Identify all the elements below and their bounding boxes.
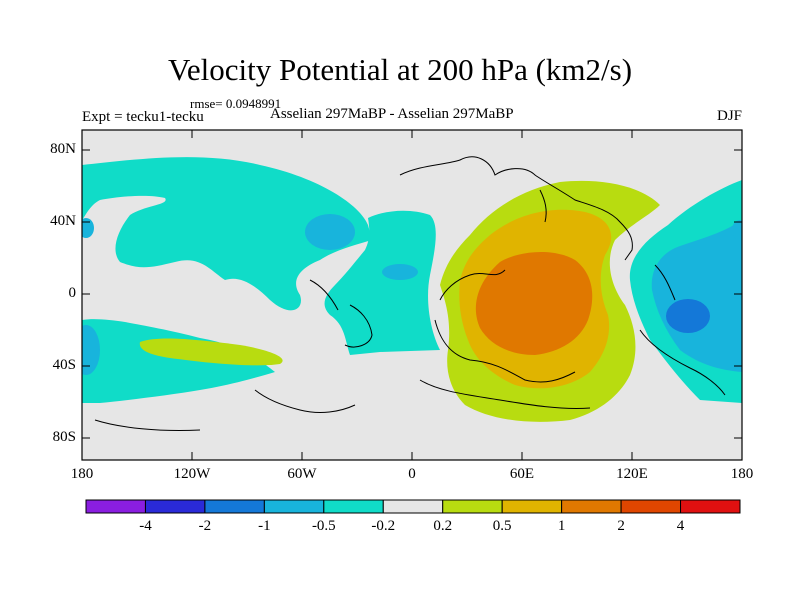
colorbar-swatch-0 [85, 499, 146, 514]
teal-region-atlantic [324, 210, 440, 355]
lon-label-60w: 60W [287, 466, 317, 482]
colorbar-label: -4 [139, 518, 152, 534]
lat-label-80s: 80S [52, 429, 76, 445]
colorbar-swatch-9 [620, 499, 682, 514]
colorbar-swatch-4 [323, 499, 384, 514]
colorbar-label: 0.2 [433, 518, 453, 534]
colorbar-swatch-6 [442, 499, 503, 514]
colorbar-swatch-8 [561, 499, 622, 514]
colorbar-label: 2 [617, 518, 625, 534]
lon-label-180e: 180 [730, 466, 754, 482]
lon-label-120e: 120E [616, 466, 648, 482]
teal-region-west [82, 157, 372, 311]
colorbar-swatch-3 [263, 499, 325, 514]
season-label: DJF [716, 108, 742, 124]
green-region-south [139, 338, 283, 366]
colorbar-swatch-1 [144, 499, 206, 514]
lat-label-40s: 40S [52, 357, 76, 373]
colorbar-swatch-7 [501, 499, 563, 514]
colorbar-label: -0.5 [311, 518, 336, 534]
blue-patch-west-edge [82, 325, 100, 375]
rmse-label: rmse= 0.0948991 [190, 96, 282, 111]
page-title: Velocity Potential at 200 hPa (km2/s) [167, 52, 633, 87]
axis-ticks [81, 130, 743, 460]
blue-patch-nw-edge [82, 218, 94, 238]
lat-label-80n: 80N [50, 141, 76, 157]
dark-orange-core [475, 251, 593, 355]
lat-label-40n: 40N [50, 213, 76, 229]
colorbar-swatch-2 [204, 499, 265, 514]
lon-label-0: 0 [408, 466, 416, 482]
lon-label-60e: 60E [509, 466, 535, 482]
colorbar-label: -1 [258, 518, 271, 534]
lon-label-120w: 120W [173, 466, 211, 482]
blue-patch-pacific [305, 214, 355, 250]
blue-patch-east-edge [732, 220, 742, 240]
blue-patch-atlantic [382, 264, 418, 280]
experiment-label: Expt = tecku1-tecku [82, 109, 204, 125]
colorbar-label: 1 [557, 518, 566, 534]
blue-region-east [651, 220, 742, 372]
contour-fills [82, 157, 742, 422]
lat-label-0: 0 [68, 285, 77, 301]
teal-region-south [82, 319, 275, 403]
lon-label-180w: 180 [70, 466, 94, 482]
coastlines [94, 156, 726, 432]
colorbar-label: -0.2 [371, 518, 396, 534]
period-label: Asselian 297MaBP - Asselian 297MaBP [270, 106, 514, 122]
colorbar-label: 4 [676, 518, 685, 534]
colorbar-label: -2 [198, 518, 212, 534]
colorbar [85, 499, 741, 514]
colorbar-swatch-10 [680, 499, 741, 514]
colorbar-swatch-5 [382, 499, 444, 514]
colorbar-label: 0.5 [492, 518, 512, 534]
mid-blue-core [666, 299, 710, 333]
